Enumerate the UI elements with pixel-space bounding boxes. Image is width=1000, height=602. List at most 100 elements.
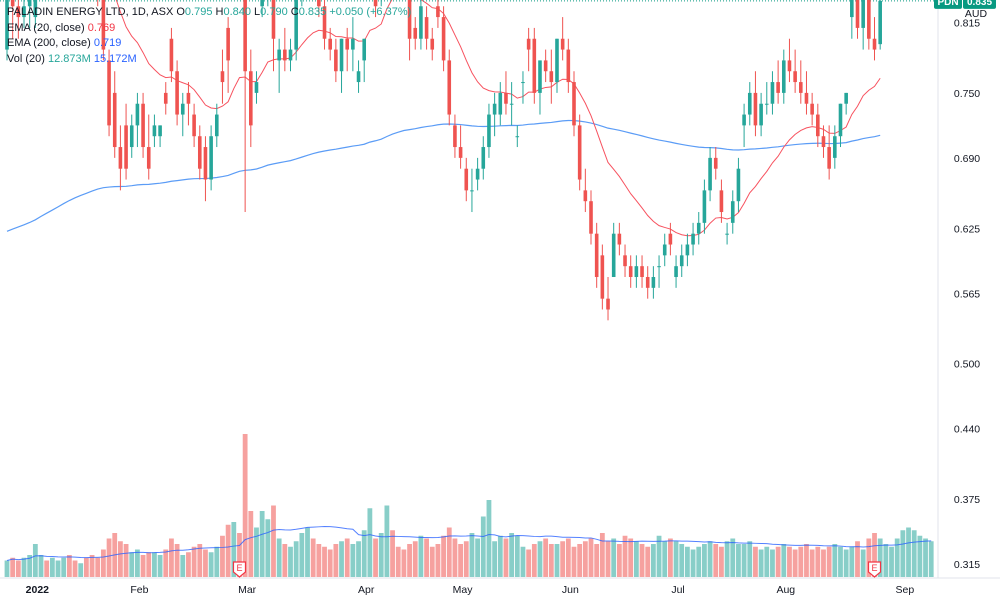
ema20-line[interactable] xyxy=(24,0,881,237)
candle-body[interactable] xyxy=(855,0,860,28)
candle-body[interactable] xyxy=(662,244,667,256)
candle-body[interactable] xyxy=(713,157,718,169)
candle-body[interactable] xyxy=(419,6,423,39)
candle-body[interactable] xyxy=(101,0,106,50)
legend-row-ema200[interactable]: EMA (200, close) 0.719 xyxy=(7,36,411,52)
candle-body[interactable] xyxy=(135,103,140,126)
candle-body[interactable] xyxy=(867,0,871,39)
candle-body[interactable] xyxy=(770,82,775,104)
candle-body[interactable] xyxy=(753,92,758,126)
candle-body[interactable] xyxy=(872,38,877,50)
candle-body[interactable] xyxy=(470,190,474,192)
candle-body[interactable] xyxy=(277,49,281,61)
candle-body[interactable] xyxy=(152,125,157,137)
earnings-marker[interactable] xyxy=(867,561,882,578)
candle-body[interactable] xyxy=(453,125,457,148)
candle-body[interactable] xyxy=(260,0,264,7)
candle-body[interactable] xyxy=(617,233,622,245)
candle-body[interactable] xyxy=(294,0,298,50)
candle-body[interactable] xyxy=(345,38,349,50)
legend-row-volume[interactable]: Vol (20) 12.873M 15.172M xyxy=(7,52,411,68)
candle-body[interactable] xyxy=(226,27,230,61)
currency-label[interactable]: AUD xyxy=(965,8,988,20)
candle-body[interactable] xyxy=(322,6,327,39)
candle-body[interactable] xyxy=(764,103,769,105)
candle-body[interactable] xyxy=(118,147,123,169)
candle-body[interactable] xyxy=(600,255,605,299)
candle-body[interactable] xyxy=(730,201,735,223)
candle-body[interactable] xyxy=(736,168,741,202)
candle-body[interactable] xyxy=(747,92,752,115)
candle-body[interactable] xyxy=(288,49,293,61)
candle-body[interactable] xyxy=(555,38,559,83)
last-price-badge[interactable] xyxy=(963,0,996,9)
candle-body[interactable] xyxy=(158,125,162,137)
candle-body[interactable] xyxy=(634,266,639,278)
candle-body[interactable] xyxy=(458,147,463,158)
candle-body[interactable] xyxy=(674,266,678,278)
candle-body[interactable] xyxy=(679,255,684,267)
candle-body[interactable] xyxy=(339,38,344,72)
candle-body[interactable] xyxy=(209,136,213,180)
candle-body[interactable] xyxy=(651,277,656,288)
candle-body[interactable] xyxy=(197,136,202,169)
candle-body[interactable] xyxy=(180,103,185,115)
candle-body[interactable] xyxy=(254,82,259,93)
candle-body[interactable] xyxy=(844,92,848,104)
candle-body[interactable] xyxy=(606,298,610,310)
candle-body[interactable] xyxy=(725,233,729,235)
candle-body[interactable] xyxy=(146,147,151,169)
candle-body[interactable] xyxy=(283,49,287,61)
candle-body[interactable] xyxy=(141,103,145,148)
candle-body[interactable] xyxy=(464,168,469,191)
candle-body[interactable] xyxy=(175,71,179,115)
candle-body[interactable] xyxy=(186,92,191,104)
symbol-label[interactable]: PALADIN ENERGY LTD, 1D, ASX xyxy=(7,6,174,18)
candle-body[interactable] xyxy=(487,114,491,148)
candle-body[interactable] xyxy=(430,38,435,50)
candle-body[interactable] xyxy=(447,60,452,115)
candle-body[interactable] xyxy=(804,92,809,104)
ticker-badge[interactable] xyxy=(934,0,962,9)
candle-body[interactable] xyxy=(526,38,531,50)
candle-body[interactable] xyxy=(407,0,412,39)
candle-body[interactable] xyxy=(821,136,826,148)
candle-body[interactable] xyxy=(657,266,661,268)
candle-body[interactable] xyxy=(645,277,650,288)
candle-body[interactable] xyxy=(623,255,627,267)
candle-body[interactable] xyxy=(492,103,497,115)
candle-body[interactable] xyxy=(334,49,338,72)
candle-body[interactable] xyxy=(10,0,15,7)
earnings-marker[interactable] xyxy=(232,561,247,578)
candle-body[interactable] xyxy=(833,136,837,158)
candle-body[interactable] xyxy=(787,60,792,72)
candle-body[interactable] xyxy=(373,0,378,7)
candle-body[interactable] xyxy=(192,114,196,137)
candle-body[interactable] xyxy=(577,125,582,180)
candle-body[interactable] xyxy=(129,125,134,148)
candle-body[interactable] xyxy=(203,147,208,180)
candle-body[interactable] xyxy=(708,157,712,191)
candle-body[interactable] xyxy=(816,114,820,137)
candle-body[interactable] xyxy=(543,60,548,72)
candle-body[interactable] xyxy=(243,0,247,72)
candle-body[interactable] xyxy=(628,266,633,278)
candle-body[interactable] xyxy=(362,38,367,61)
candle-body[interactable] xyxy=(16,6,21,18)
candle-body[interactable] xyxy=(532,38,537,93)
candle-body[interactable] xyxy=(589,201,593,234)
candle-body[interactable] xyxy=(317,0,321,7)
candle-body[interactable] xyxy=(22,6,26,18)
candle-body[interactable] xyxy=(220,71,225,83)
candle-body[interactable] xyxy=(583,190,588,202)
candle-body[interactable] xyxy=(112,92,117,148)
candle-body[interactable] xyxy=(759,103,763,126)
candle-body[interactable] xyxy=(481,147,486,169)
candle-body[interactable] xyxy=(214,114,219,137)
candle-body[interactable] xyxy=(560,38,565,50)
candle-body[interactable] xyxy=(668,233,673,245)
candle-body[interactable] xyxy=(441,17,446,61)
candle-body[interactable] xyxy=(640,266,644,278)
candle-body[interactable] xyxy=(436,6,440,18)
candle-body[interactable] xyxy=(566,49,571,83)
